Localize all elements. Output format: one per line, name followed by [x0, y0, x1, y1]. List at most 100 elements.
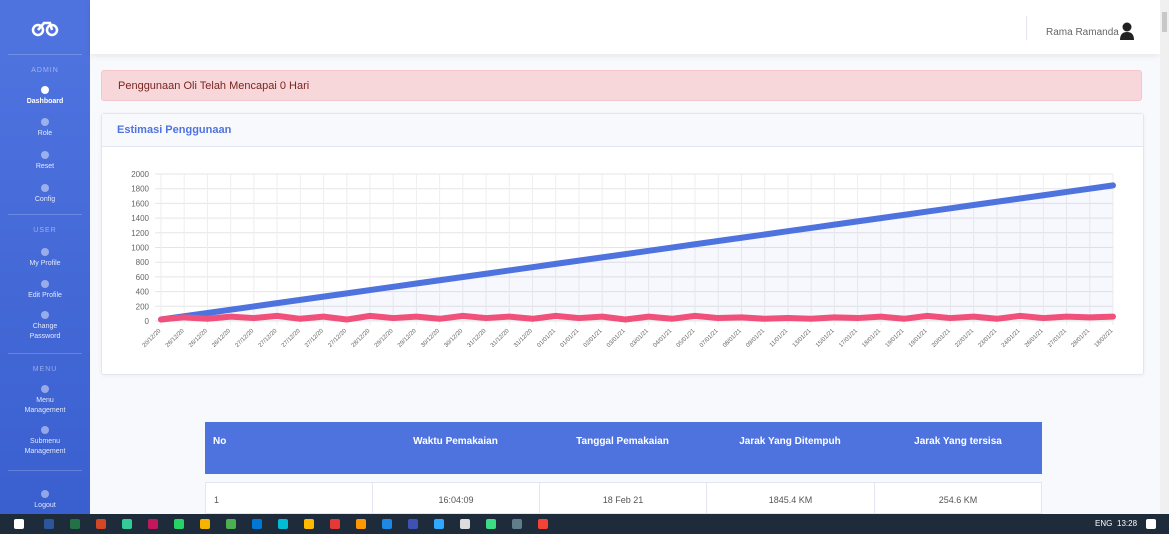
taskbar: ENG 13:28 [0, 514, 1169, 534]
table-row: 1 16:04:09 18 Feb 21 1845.4 KM 254.6 KM [205, 482, 1042, 515]
y-tick-label: 400 [136, 288, 150, 297]
nav-item[interactable]: Config [0, 184, 90, 205]
x-tick-label: 19/01/21 [885, 328, 906, 349]
start-button[interactable] [14, 519, 24, 529]
app-icon[interactable] [70, 519, 80, 529]
x-tick-label: 27/01/21 [1047, 328, 1068, 349]
x-tick-label: 31/12/20 [490, 328, 511, 349]
y-tick-label: 1800 [131, 185, 149, 194]
app-icon[interactable] [278, 519, 288, 529]
app-icon[interactable] [200, 519, 210, 529]
x-tick-label: 26/01/21 [1024, 328, 1045, 349]
y-tick-label: 2000 [131, 170, 149, 179]
app-icon[interactable] [226, 519, 236, 529]
x-tick-label: 27/12/20 [258, 328, 279, 349]
column-header: Waktu Pemakaian [413, 436, 498, 447]
nav-item[interactable]: Role [0, 118, 90, 139]
nav-label: Edit Profile [28, 292, 62, 299]
app-icon[interactable] [382, 519, 392, 529]
app-icon[interactable] [486, 519, 496, 529]
user-avatar[interactable] [1120, 22, 1134, 40]
language[interactable]: ENG [1095, 519, 1113, 528]
y-tick-label: 1000 [131, 244, 149, 253]
app-icon[interactable] [460, 519, 470, 529]
nav-item[interactable]: Reset [0, 151, 90, 172]
nav-item[interactable]: Dashboard [0, 86, 90, 107]
x-tick-label: 31/12/20 [467, 328, 488, 349]
data-line [158, 312, 1116, 323]
app-icon[interactable] [122, 519, 132, 529]
app-icon[interactable] [148, 519, 158, 529]
scrollbar[interactable] [1160, 0, 1169, 514]
sidebar-heading: MENU [32, 366, 58, 373]
y-tick-label: 1600 [131, 199, 149, 208]
app-icon[interactable] [330, 519, 340, 529]
card-title: Estimasi Penggunaan [102, 114, 1143, 147]
nav-label: Dashboard [26, 98, 64, 105]
topbar: Rama Ramanda [90, 0, 1160, 54]
column-header: Jarak Yang Ditempuh [739, 436, 841, 447]
nav-item[interactable]: Logout [0, 490, 90, 511]
y-tick-label: 200 [136, 302, 150, 311]
x-tick-label: 20/12/20 [142, 328, 163, 349]
x-tick-label: 26/12/20 [188, 328, 209, 349]
scroll-thumb[interactable] [1162, 12, 1167, 32]
app-icon[interactable] [96, 519, 106, 529]
notification-button[interactable] [1146, 519, 1156, 529]
table-cell: 1845.4 KM [707, 483, 875, 515]
x-tick-label: 23/01/21 [978, 328, 999, 349]
x-tick-label: 27/12/20 [304, 328, 325, 349]
app-icon[interactable] [434, 519, 444, 529]
nav-item[interactable]: Menu Management [0, 385, 90, 416]
clock[interactable]: 13:28 [1117, 519, 1138, 528]
x-tick-label: 02/01/21 [583, 328, 604, 349]
nav-item[interactable]: Change Password [0, 311, 90, 342]
nav-label: Submenu Management [24, 438, 66, 455]
x-tick-label: 09/01/21 [745, 328, 766, 349]
nav-item[interactable]: My Profile [0, 248, 90, 269]
x-tick-label: 24/01/21 [1001, 328, 1022, 349]
app-icon[interactable] [408, 519, 418, 529]
app-icon[interactable] [252, 519, 262, 529]
table-cell: 16:04:09 [373, 483, 540, 515]
nav-label: Reset [35, 163, 55, 170]
x-tick-label: 01/01/21 [560, 328, 581, 349]
column-header: No [213, 436, 227, 447]
x-tick-label: 27/12/20 [281, 328, 302, 349]
x-tick-label: 08/01/21 [722, 328, 743, 349]
app-icon[interactable] [44, 519, 54, 529]
app-icon[interactable] [538, 519, 548, 529]
divider [1026, 16, 1027, 40]
app-icon[interactable] [356, 519, 366, 529]
x-tick-label: 18/02/21 [1094, 328, 1115, 349]
x-tick-label: 30/12/20 [444, 328, 465, 349]
brand-logo[interactable] [30, 18, 60, 38]
app-icon[interactable] [512, 519, 522, 529]
table-cell: 1 [206, 483, 373, 515]
nav-label: Role [37, 130, 53, 137]
app-icon[interactable] [174, 519, 184, 529]
divider [8, 470, 82, 471]
table-cell: 254.6 KM [938, 495, 978, 505]
x-tick-label: 29/12/20 [374, 328, 395, 349]
nav-item[interactable]: Submenu Management [0, 426, 90, 457]
y-tick-label: 1200 [131, 229, 149, 238]
nav-label: Logout [34, 502, 56, 509]
nav-label: Config [34, 196, 56, 203]
x-tick-label: 20/01/21 [931, 328, 952, 349]
x-tick-label: 13/01/21 [792, 328, 813, 349]
x-tick-label: 28/12/20 [351, 328, 372, 349]
alert: Penggunaan Oli Telah Mencapai 0 Hari [101, 70, 1142, 101]
nav-label: Menu Management [24, 397, 66, 414]
app-icon[interactable] [304, 519, 314, 529]
x-tick-label: 07/01/21 [699, 328, 720, 349]
nav-item[interactable]: Edit Profile [0, 280, 90, 301]
x-tick-label: 29/12/20 [397, 328, 418, 349]
x-tick-label: 01/01/21 [536, 328, 557, 349]
y-tick-label: 1400 [131, 214, 149, 223]
x-tick-label: 18/01/21 [861, 328, 882, 349]
column-header: Tanggal Pemakaian [576, 436, 669, 447]
user-name[interactable]: Rama Ramanda [1046, 27, 1119, 38]
divider [8, 214, 82, 215]
x-tick-label: 03/01/21 [606, 328, 627, 349]
